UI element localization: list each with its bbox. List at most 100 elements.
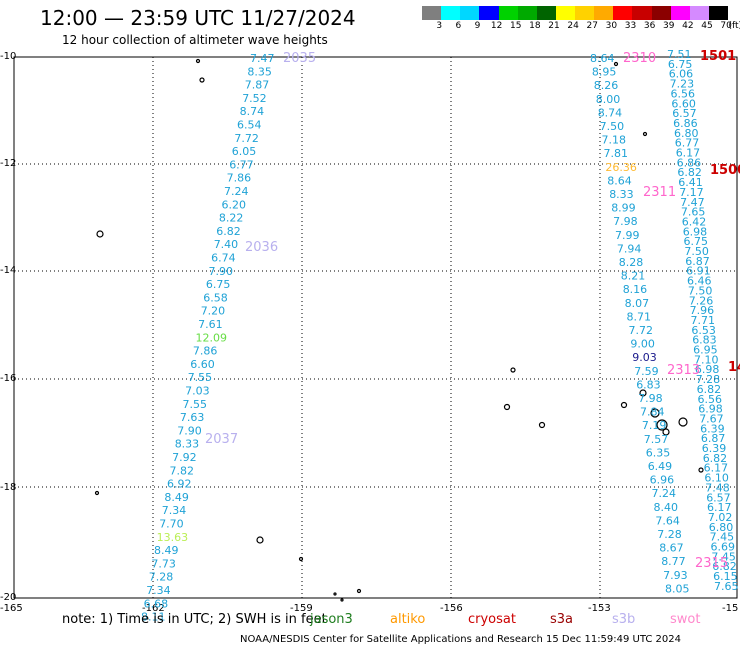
island-outline <box>650 408 660 418</box>
colorbar-label: 36 <box>643 21 656 31</box>
wave-height-value: 7.24 <box>652 487 677 500</box>
wave-height-value: 8.99 <box>611 202 636 215</box>
wave-height-value: 6.17 <box>704 462 729 475</box>
x-tick-label: -159 <box>290 603 313 614</box>
wave-height-value: 8.74 <box>598 106 623 119</box>
colorbar-unit: (ft) <box>728 21 740 31</box>
wave-height-value: 6.53 <box>691 324 716 337</box>
wave-height-value: 6.74 <box>211 252 236 265</box>
wave-height-value: 7.28 <box>149 571 174 584</box>
island-outline <box>613 61 619 67</box>
wave-height-value: 7.34 <box>162 504 187 517</box>
wave-height-value: 7.92 <box>172 451 197 464</box>
wave-height-value: 7.17 <box>679 186 704 199</box>
colorbar-swatch <box>422 6 442 20</box>
wave-height-value: 6.86 <box>673 117 698 130</box>
colorbar-swatch <box>613 6 633 20</box>
wave-height-value: 7.71 <box>691 314 716 327</box>
island-outline <box>620 401 628 409</box>
wave-height-value: 6.69 <box>711 541 736 554</box>
wave-height-value: 7.67 <box>699 412 724 425</box>
wave-height-value: 7.47 <box>680 196 705 209</box>
wave-height-value: 8.67 <box>659 542 684 555</box>
wave-height-value: 8.74 <box>240 105 265 118</box>
wave-height-value: 8.77 <box>661 555 686 568</box>
wave-height-value: 7.90 <box>209 265 234 278</box>
wave-height-value: 7.64 <box>655 514 680 527</box>
wave-height-value: 6.54 <box>237 119 262 132</box>
colorbar-swatch <box>594 6 614 20</box>
wave-height-value: 7.98 <box>638 392 663 405</box>
wave-height-value: 6.82 <box>703 452 728 465</box>
wave-height-value: 6.60 <box>671 97 696 110</box>
wave-height-value: 7.99 <box>615 229 640 242</box>
island-outline <box>195 58 201 64</box>
wave-height-value: 8.40 <box>654 501 679 514</box>
islands <box>94 58 704 602</box>
wave-height-value: 6.86 <box>677 156 702 169</box>
track-id-label: 14 <box>728 360 740 375</box>
wave-height-value: 8.49 <box>164 491 189 504</box>
island-outline <box>503 403 511 411</box>
wave-height-value: 7.61 <box>198 318 223 331</box>
wave-height-value: 6.58 <box>203 291 228 304</box>
wave-height-value: 7.03 <box>185 385 210 398</box>
colorbar-label: 18 <box>529 21 541 31</box>
colorbar-swatch <box>460 6 480 20</box>
wave-height-value: 6.42 <box>682 215 707 228</box>
wave-height-value: 6.98 <box>683 225 708 238</box>
wave-height-value: 6.60 <box>190 358 215 371</box>
wave-height-value: 7.28 <box>696 373 721 386</box>
wave-height-value: 6.75 <box>668 58 693 71</box>
wave-height-value: 7.55 <box>188 371 213 384</box>
legend-item-swot: swot <box>670 612 701 627</box>
island-outline <box>698 467 704 473</box>
colorbar-label: 27 <box>586 21 598 31</box>
y-tick-label: -14 <box>0 265 16 276</box>
wave-height-value: 7.94 <box>617 242 642 255</box>
wave-height-value: 6.39 <box>702 442 727 455</box>
wave-height-value: 8.64 <box>607 174 632 187</box>
track-id-label: 1500 <box>710 163 740 178</box>
wave-height-value: 7.47 <box>250 52 275 65</box>
credit-footer: NOAA/NESDIS Center for Satellite Applica… <box>240 634 682 645</box>
wave-height-value: 6.57 <box>706 491 731 504</box>
wave-height-value: 6.87 <box>701 432 726 445</box>
wave-height-value: 7.87 <box>245 79 269 92</box>
wave-height-value: 7.50 <box>600 120 625 133</box>
wave-height-value: 6.82 <box>677 166 702 179</box>
colorbar-swatch <box>441 6 461 20</box>
wave-height-value: 7.63 <box>180 411 205 424</box>
track-labels: 2035 2036 2037 2310 2311 2313 2315 1501 1500 14 <box>205 49 740 571</box>
wave-height-value: 7.50 <box>684 245 709 258</box>
wave-height-value: 8.28 <box>619 256 644 269</box>
wave-height-value: 6.83 <box>692 334 717 347</box>
wave-height-value: 6.82 <box>712 560 737 573</box>
wave-height-value: 6.98 <box>695 363 720 376</box>
track-id-label: 2036 <box>245 240 278 255</box>
wave-height-value: 7.48 <box>705 481 730 494</box>
colorbar-label: 15 <box>509 21 522 31</box>
wave-height-value: 6.10 <box>704 472 729 485</box>
wave-height-value: 7.98 <box>613 215 638 228</box>
island-outline <box>656 419 668 431</box>
wave-height-value: 13.63 <box>157 531 189 544</box>
colorbar-swatch <box>536 6 556 20</box>
colorbar-label: 33 <box>624 21 637 31</box>
wave-height-value: 8.05 <box>665 582 690 595</box>
track-id-label: 2313 <box>667 363 700 378</box>
wave-height-value: 7.59 <box>634 365 659 378</box>
island-outline <box>678 417 688 427</box>
wave-height-value: 8.64 <box>590 52 615 65</box>
wave-height-value: 7.10 <box>694 353 719 366</box>
wave-height-value: 7.96 <box>690 304 715 317</box>
colorbar-label: 70 <box>720 21 732 31</box>
track-id-label: 2310 <box>623 51 656 66</box>
wave-height-value: 7.18 <box>602 134 627 147</box>
colorbar-swatch <box>651 6 671 20</box>
wave-height-value: 7.65 <box>681 206 706 219</box>
map-grid <box>14 56 737 598</box>
page-title: 12:00 — 23:59 UTC 11/27/2024 <box>40 6 356 30</box>
wave-height-value: 9.00 <box>630 338 655 351</box>
